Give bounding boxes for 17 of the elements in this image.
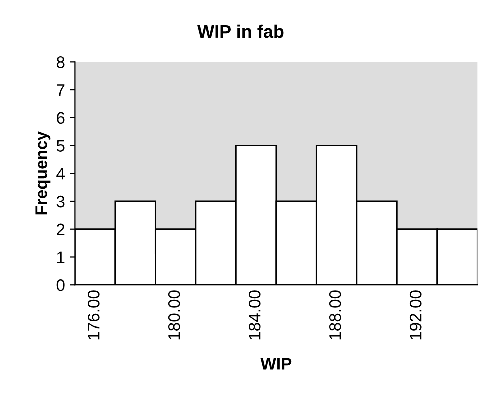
y-tick-label: 4 [56, 168, 65, 180]
y-axis-title: Frequency [36, 132, 51, 215]
y-tick-label: 6 [57, 112, 65, 124]
y-tick-label: 2 [57, 224, 65, 236]
y-tick-label: 1 [57, 252, 65, 264]
x-tick-label: 184.00 [248, 290, 261, 340]
chart-title: WIP in fab [198, 24, 284, 38]
x-axis-title: WIP [260, 358, 292, 370]
x-tick-label: 180.00 [168, 290, 180, 340]
y-tick-label: 7 [57, 84, 65, 96]
x-tick-label: 176.00 [88, 290, 100, 340]
x-tick-label: 188.00 [329, 290, 342, 340]
y-tick-label: 8 [56, 56, 65, 68]
y-tick-label: 0 [56, 280, 65, 292]
y-tick-label: 3 [56, 196, 65, 208]
y-tick-label: 5 [56, 140, 65, 152]
x-tick-label: 192.00 [410, 290, 422, 340]
